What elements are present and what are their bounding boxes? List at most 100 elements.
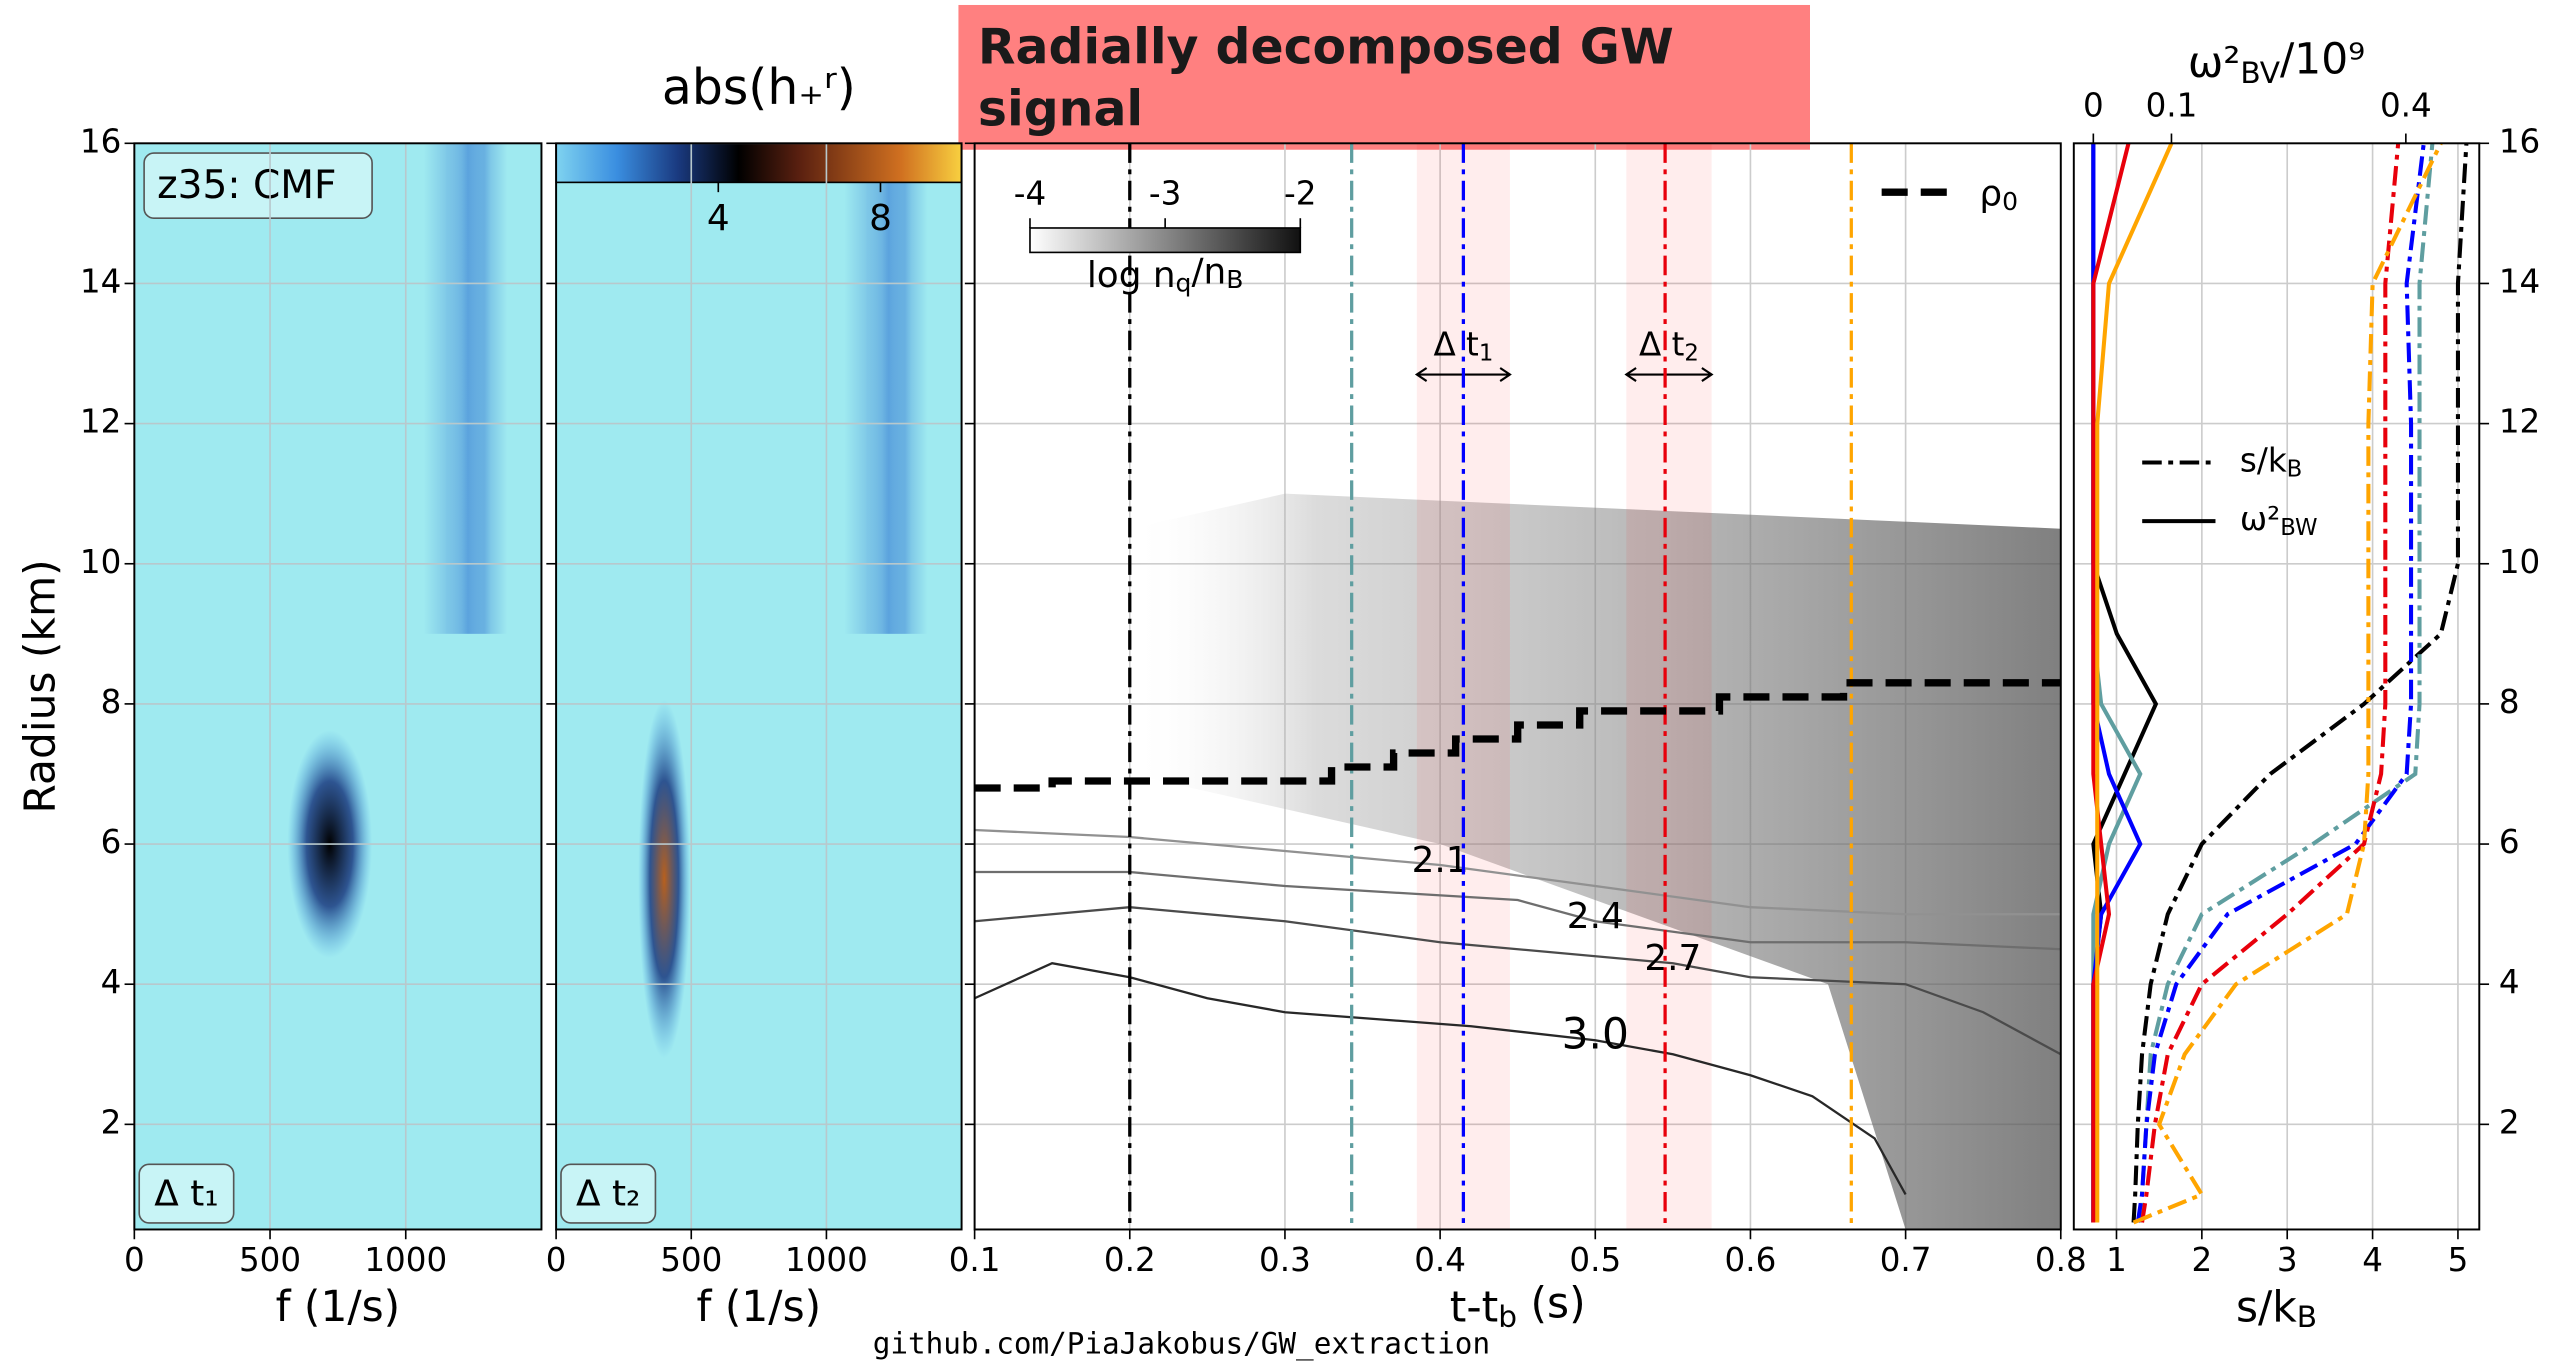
x-axis-label-part: b [1498, 1299, 1517, 1334]
window-label-part: Δ t [1433, 326, 1478, 364]
y-tick-label: 4 [101, 963, 122, 1001]
x-tick-label: 1 [2106, 1241, 2127, 1279]
x2-axis-label-part: BV [2240, 55, 2280, 90]
profile-line [2132, 142, 2443, 1225]
profile-line [2135, 143, 2426, 1223]
contour [974, 870, 2061, 951]
axes-frame [973, 142, 2062, 1231]
x2-axis-label-part: ω² [2188, 38, 2240, 87]
footer: github.com/PiaJakobus/GW_extraction [873, 1327, 1490, 1362]
x-tick-label: 0.1 [949, 1241, 1001, 1279]
x-axis-label: f (1/s) [697, 1282, 822, 1331]
x-tick-label: 1000 [364, 1241, 447, 1279]
window-label-part: 2 [1684, 340, 1699, 366]
contour-label: 2.1 [1412, 840, 1469, 881]
colorbar-tick-label: -2 [1284, 174, 1316, 212]
x-tick-label: 2 [2191, 1241, 2212, 1279]
density-shading [1129, 493, 2061, 1230]
contour-label: 2.7 [1644, 938, 1701, 979]
y-tick-label: 8 [2499, 683, 2520, 721]
x-tick-label: 0 [124, 1241, 145, 1279]
y-tick-label: 10 [80, 543, 121, 581]
profile-line [2095, 142, 2174, 1223]
y-axis-label: Radius (km) [16, 559, 65, 813]
interval-label: Δ t₁ [154, 1173, 218, 1214]
x-axis-label-part: (s) [1517, 1278, 1586, 1327]
y-tick-label: 14 [80, 262, 121, 300]
x-tick-label: 0.4 [1414, 1241, 1466, 1279]
interval-label: Δ t₂ [576, 1173, 640, 1214]
contour [974, 906, 2062, 1056]
rho0-line [974, 679, 2061, 792]
streak [423, 143, 470, 634]
colorbar-label-part: q [1176, 268, 1192, 297]
profile-line [2140, 143, 2401, 1223]
x-tick-label: 1000 [785, 1241, 868, 1279]
peak [638, 699, 691, 1059]
x-tick-label: 4 [2362, 1241, 2383, 1279]
x2-tick-label: 0 [2083, 86, 2104, 124]
x2-tick-label: 0.4 [2380, 86, 2432, 124]
contour-label: 3.0 [1562, 1010, 1629, 1059]
colorbar-label: log nq/nB [1087, 252, 1244, 298]
x-axis-label: s/kB [2236, 1282, 2317, 1334]
x-tick-label: 500 [660, 1241, 722, 1279]
y-tick-label: 6 [2499, 823, 2520, 861]
legend-label-part: BW [2280, 514, 2317, 540]
contour-label: 2.4 [1567, 896, 1624, 937]
x2-tick-label: 0.1 [2146, 86, 2198, 124]
y-tick-label: 10 [2499, 543, 2540, 581]
legend-label-part: B [2287, 456, 2303, 482]
colorbar [1029, 227, 1302, 254]
window-label: Δ t1 [1433, 326, 1493, 366]
title: Radially decomposed GW signal [958, 4, 1810, 150]
colorbar-tick-label: -3 [1149, 174, 1181, 212]
legend-label-part: ω² [2240, 500, 2280, 538]
y-tick-label: 12 [80, 403, 121, 441]
y-tick-label: 2 [2499, 1103, 2520, 1141]
x-axis-label-part: t-t [1450, 1282, 1498, 1331]
axes-frame [2072, 142, 2481, 1231]
profile-line [2140, 143, 2435, 1223]
x2-axis-label: ω²BV/10⁹ [2188, 34, 2365, 90]
profile-line [2131, 143, 2469, 1223]
label-box [138, 1163, 235, 1224]
x-tick-label: 0.8 [2035, 1241, 2087, 1279]
legend-label: ω²BW [2240, 500, 2318, 540]
window-arrow [1624, 367, 1714, 382]
contour [974, 962, 1907, 1196]
legend-label-part: 0 [2002, 187, 2018, 216]
x-tick-label: 0.3 [1259, 1241, 1311, 1279]
label-box [143, 152, 373, 220]
y-tick-label: 6 [101, 823, 122, 861]
colorbar-label-part: /n [1191, 252, 1226, 293]
x-axis-label-part: B [2297, 1299, 2317, 1334]
window-band [1626, 143, 1712, 1230]
axes-frame [555, 142, 963, 1231]
colorbar-label-part: log n [1087, 255, 1176, 296]
legend-label: s/kB [2240, 441, 2302, 481]
colorbar-label: abs(h₊ʳ) [662, 59, 856, 116]
x-tick-label: 0 [546, 1241, 567, 1279]
x-axis-label: f (1/s) [276, 1282, 401, 1331]
colorbar [555, 142, 963, 184]
x-tick-label: 3 [2277, 1241, 2298, 1279]
x-axis-label: t-tb (s) [1450, 1278, 1586, 1334]
y-tick-label: 4 [2499, 963, 2520, 1001]
colorbar-label-part: B [1226, 265, 1243, 294]
y-tick-label: 8 [101, 683, 122, 721]
window-label-part: 1 [1479, 340, 1494, 366]
legend-label-part: ρ [1979, 173, 2002, 214]
colorbar-tick-label: 4 [707, 198, 730, 239]
y-tick-label: 16 [80, 122, 121, 160]
streak [844, 143, 890, 634]
panel-label: z35: CMF [157, 163, 336, 208]
colorbar-tick-label: -4 [1014, 174, 1046, 212]
title-box: Radially decomposed GW signal [958, 4, 1810, 150]
window-label-part: Δ t [1639, 326, 1684, 364]
contour [974, 828, 2061, 916]
y-tick-label: 12 [2499, 403, 2540, 441]
profile-line [2091, 143, 2159, 1223]
x-tick-label: 5 [2448, 1241, 2469, 1279]
